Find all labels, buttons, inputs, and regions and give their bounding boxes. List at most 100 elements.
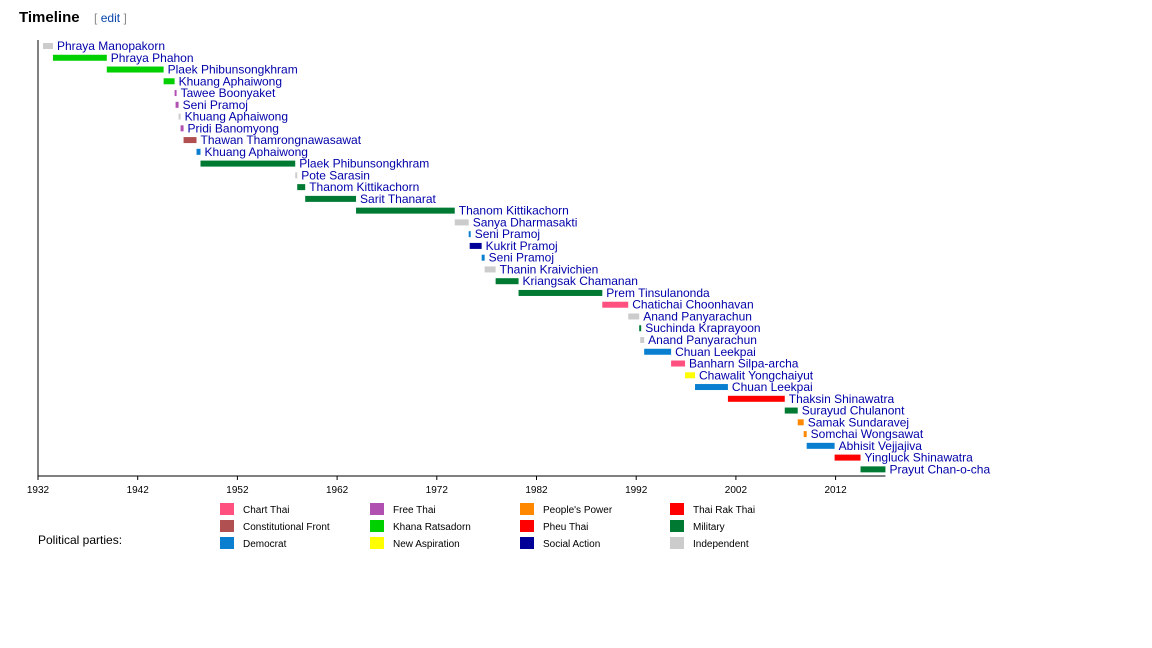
section-title: Timeline: [19, 9, 80, 26]
legend-swatch: [220, 503, 234, 515]
legend-label: Thai Rak Thai: [693, 505, 755, 516]
timeline-bar: [42, 43, 53, 49]
bar-label: Anand Panyarachun: [648, 333, 757, 347]
bar-label: Prem Tinsulanonda: [606, 286, 710, 300]
legend-title: Political parties:: [38, 533, 123, 547]
legend-swatch: [520, 503, 534, 515]
legend-label: Democrat: [243, 539, 287, 550]
timeline-bar: [685, 372, 696, 379]
timeline-bar: [175, 101, 179, 108]
legend-swatch: [370, 503, 384, 515]
x-tick-label: 2012: [824, 485, 847, 496]
timeline-bar: [784, 407, 798, 414]
legend-label: Khana Ratsadorn: [393, 522, 471, 533]
timeline-bar: [860, 466, 886, 473]
bar-label: Seni Pramoj: [489, 251, 554, 265]
timeline-bar: [644, 348, 672, 355]
legend-label: Military: [693, 522, 725, 533]
bar-label: Surayud Chulanont: [802, 404, 905, 418]
timeline-bar: [640, 337, 645, 343]
timeline-bar: [196, 148, 201, 155]
bar-label: Chuan Leekpai: [675, 345, 756, 359]
legend-label: Free Thai: [393, 505, 436, 516]
x-tick-label: 1982: [525, 485, 548, 496]
bar-label: Seni Pramoj: [183, 98, 248, 112]
bar-label: Plaek Phibunsongkhram: [168, 63, 298, 77]
timeline-bar: [495, 278, 519, 285]
bar-label: Suchinda Kraprayoon: [645, 321, 760, 335]
timeline-bar: [468, 231, 471, 238]
timeline-bar: [806, 442, 835, 449]
bar-label: Samak Sundaravej: [808, 415, 909, 429]
legend-label: Constitutional Front: [243, 522, 330, 533]
timeline-bar: [295, 172, 298, 179]
bar-label: Khuang Aphaiwong: [185, 110, 288, 124]
bar-label: Phraya Manopakorn: [57, 39, 165, 53]
legend-label: Chart Thai: [243, 505, 290, 516]
bar-label: Pridi Banomyong: [188, 121, 279, 135]
timeline-bar: [469, 242, 482, 249]
bar-label: Thawan Thamrongnawasawat: [201, 133, 362, 147]
bar-label: Anand Panyarachun: [643, 309, 752, 323]
timeline-bar: [106, 66, 164, 73]
timeline-bar: [695, 384, 728, 391]
legend-swatch: [670, 537, 684, 549]
bar-label: Thanin Kraivichien: [500, 262, 599, 276]
bar-label: Abhisit Vejjajiva: [839, 439, 923, 453]
legend-swatch: [220, 520, 234, 532]
bar-label: Phraya Phahon: [111, 51, 194, 65]
timeline-bar: [178, 113, 181, 120]
timeline-bar: [305, 195, 357, 202]
x-tick-label: 1932: [27, 485, 50, 496]
bar-label: Thaksin Shinawatra: [789, 392, 895, 406]
x-tick-label: 2002: [725, 485, 748, 496]
bar-label: Sarit Thanarat: [360, 192, 436, 206]
timeline-bar: [52, 54, 107, 61]
edit-section: [ edit ]: [94, 11, 127, 25]
legend-label: Social Action: [543, 539, 600, 550]
x-tick-label: 1952: [226, 485, 249, 496]
legend-label: Pheu Thai: [543, 522, 588, 533]
section-heading: Timeline [ edit ]: [19, 9, 127, 31]
legend-swatch: [370, 520, 384, 532]
bar-label: Khuang Aphaiwong: [205, 145, 308, 159]
bar-label: Pote Sarasin: [301, 168, 370, 182]
timeline-bar: [671, 360, 686, 367]
bar-label: Banharn Silpa-archa: [689, 357, 799, 371]
bar-label: Chatichai Choonhavan: [632, 298, 753, 312]
bar-label: Chawalit Yongchaiyut: [699, 368, 814, 382]
bar-label: Tawee Boonyaket: [181, 86, 276, 100]
x-tick-label: 1962: [326, 485, 349, 496]
bar-label: Thanom Kittikachorn: [459, 204, 569, 218]
timeline-bar: [639, 325, 642, 332]
legend-label: New Aspiration: [393, 539, 460, 550]
bar-label: Khuang Aphaiwong: [179, 74, 282, 88]
timeline-bar: [180, 125, 184, 132]
edit-link[interactable]: edit: [100, 11, 121, 25]
timeline-bar: [834, 454, 861, 461]
timeline-bar: [797, 419, 804, 426]
legend-swatch: [520, 537, 534, 549]
bar-label: Sanya Dharmasakti: [473, 215, 578, 229]
legend-swatch: [520, 520, 534, 532]
legend-label: People's Power: [543, 505, 613, 516]
bar-label: Somchai Wongsawat: [811, 427, 924, 441]
timeline-bar: [297, 184, 306, 191]
timeline-bar: [200, 160, 296, 167]
bar-label: Kukrit Pramoj: [486, 239, 558, 253]
x-tick-label: 1972: [426, 485, 449, 496]
legend-swatch: [670, 520, 684, 532]
timeline-bar: [484, 266, 496, 273]
legend-swatch: [220, 537, 234, 549]
bar-label: Seni Pramoj: [475, 227, 540, 241]
x-tick-label: 1992: [625, 485, 648, 496]
legend-swatch: [370, 537, 384, 549]
timeline-bar: [454, 219, 469, 226]
bar-label: Kriangsak Chamanan: [523, 274, 638, 288]
legend-label: Independent: [693, 539, 749, 550]
timeline-bar: [727, 395, 785, 402]
x-tick-label: 1942: [127, 485, 150, 496]
bar-label: Plaek Phibunsongkhram: [299, 157, 429, 171]
legend-swatch: [670, 503, 684, 515]
